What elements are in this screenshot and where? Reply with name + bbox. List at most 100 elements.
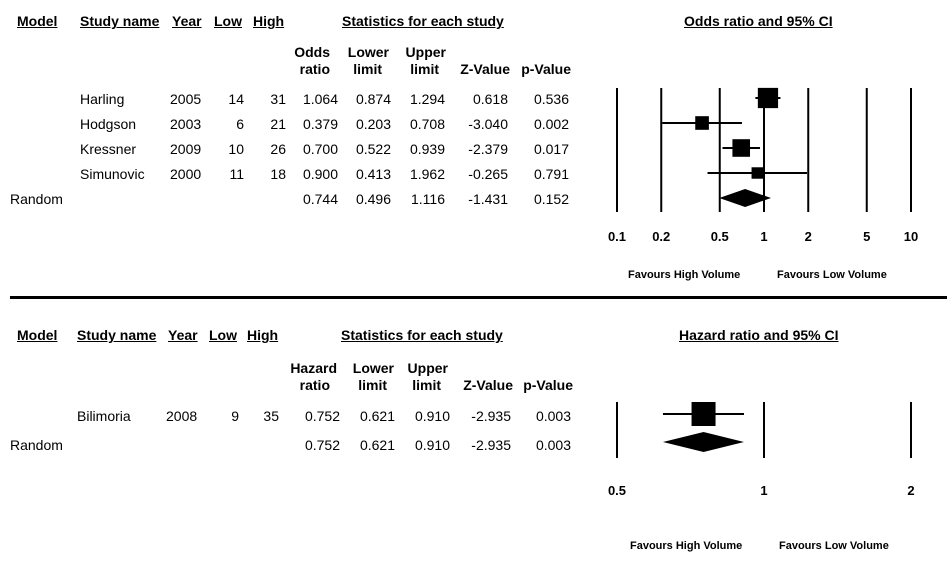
panel-separator — [10, 296, 947, 299]
study-name: Kressner — [80, 141, 137, 157]
header-statistics: Statistics for each study — [341, 327, 503, 343]
study-low: 10 — [228, 141, 244, 157]
summary-ratio: 0.744 — [302, 191, 338, 207]
plot-title: Odds ratio and 95% CI — [684, 13, 833, 29]
header-upper-line1: Upper — [407, 360, 448, 376]
header-low: Low — [209, 327, 237, 343]
study-lower: 0.874 — [355, 91, 391, 107]
study-lower: 0.621 — [359, 408, 395, 424]
summary-upper: 1.116 — [411, 191, 445, 207]
header-ratio-line2: ratio — [299, 61, 330, 77]
point-estimate-square — [691, 402, 716, 426]
study-high: 21 — [270, 116, 286, 132]
summary-upper: 0.910 — [414, 437, 450, 453]
axis-tick-label: 0.5 — [711, 229, 729, 244]
favours-left-label: Favours High Volume — [628, 269, 741, 281]
header-lower-line2: limit — [358, 377, 387, 393]
header-z-value: Z-Value — [460, 61, 510, 77]
header-model: Model — [17, 327, 58, 343]
study-p-value: 0.536 — [533, 91, 569, 107]
axis-tick-label: 1 — [760, 483, 767, 498]
header-upper-line2: limit — [412, 377, 441, 393]
study-name: Bilimoria — [77, 408, 131, 424]
study-high: 31 — [270, 91, 286, 107]
header-lower-line1: Lower — [352, 360, 394, 376]
header-year: Year — [172, 13, 202, 29]
summary-p-value: 0.152 — [533, 191, 569, 207]
point-estimate-square — [751, 167, 763, 179]
summary-diamond — [662, 432, 744, 452]
study-lower: 0.522 — [355, 141, 391, 157]
study-high: 35 — [263, 408, 279, 424]
study-ratio: 0.752 — [304, 408, 340, 424]
header-upper-line2: limit — [410, 61, 439, 77]
header-year: Year — [168, 327, 198, 343]
study-p-value: 0.002 — [533, 116, 569, 132]
summary-z-value: -1.431 — [468, 191, 508, 207]
study-low: 9 — [231, 408, 239, 424]
study-high: 26 — [270, 141, 286, 157]
header-high: High — [247, 327, 279, 343]
header-ratio-line1: Hazard — [290, 360, 337, 376]
summary-lower: 0.621 — [359, 437, 395, 453]
summary-lower: 0.496 — [355, 191, 391, 207]
study-name: Harling — [80, 91, 125, 107]
study-high: 18 — [270, 166, 286, 182]
axis-tick-label: 1 — [760, 229, 767, 244]
axis-tick-label: 0.5 — [608, 483, 626, 498]
study-low: 14 — [228, 91, 244, 107]
summary-p-value: 0.003 — [535, 437, 571, 453]
header-model: Model — [17, 13, 58, 29]
study-low: 11 — [229, 166, 244, 182]
favours-right-label: Favours Low Volume — [777, 269, 887, 281]
header-ratio-line1: Odds — [294, 44, 330, 60]
axis-tick-label: 2 — [907, 483, 914, 498]
summary-label: Random — [10, 191, 63, 207]
point-estimate-square — [695, 116, 709, 130]
study-z-value: -2.935 — [471, 408, 511, 424]
axis-tick-label: 0.2 — [652, 229, 670, 244]
study-upper: 0.910 — [414, 408, 450, 424]
header-high: High — [253, 13, 285, 29]
axis-tick-label: 10 — [904, 229, 918, 244]
study-p-value: 0.791 — [533, 166, 569, 182]
study-z-value: 0.618 — [472, 91, 508, 107]
plot-title: Hazard ratio and 95% CI — [679, 327, 839, 343]
point-estimate-square — [732, 139, 751, 157]
study-year: 2009 — [170, 141, 202, 157]
study-z-value: -2.379 — [468, 141, 508, 157]
study-ratio: 0.700 — [302, 141, 338, 157]
study-upper: 1.962 — [409, 166, 445, 182]
study-ratio: 0.900 — [302, 166, 338, 182]
axis-tick-label: 0.1 — [608, 229, 626, 244]
study-year: 2003 — [170, 116, 202, 132]
header-p-value: p-Value — [523, 377, 573, 393]
axis-tick-label: 2 — [805, 229, 812, 244]
summary-diamond — [719, 189, 772, 207]
study-upper: 1.294 — [409, 91, 445, 107]
study-upper: 0.939 — [409, 141, 445, 157]
header-low: Low — [214, 13, 242, 29]
header-study-name: Study name — [77, 327, 157, 343]
summary-label: Random — [10, 437, 63, 453]
study-name: Simunovic — [80, 166, 145, 182]
study-z-value: -3.040 — [468, 116, 508, 132]
study-low: 6 — [236, 116, 244, 132]
axis-tick-label: 5 — [863, 229, 870, 244]
header-lower-line2: limit — [353, 61, 382, 77]
header-statistics: Statistics for each study — [342, 13, 504, 29]
study-year: 2000 — [170, 166, 202, 182]
study-year: 2005 — [170, 91, 202, 107]
header-z-value: Z-Value — [463, 377, 513, 393]
header-lower-line1: Lower — [347, 44, 389, 60]
favours-right-label: Favours Low Volume — [779, 540, 889, 552]
summary-ratio: 0.752 — [304, 437, 340, 453]
study-z-value: -0.265 — [468, 166, 508, 182]
header-study-name: Study name — [80, 13, 160, 29]
study-ratio: 0.379 — [302, 116, 338, 132]
study-year: 2008 — [166, 408, 198, 424]
favours-left-label: Favours High Volume — [630, 540, 743, 552]
point-estimate-square — [757, 87, 779, 109]
study-name: Hodgson — [80, 116, 137, 132]
